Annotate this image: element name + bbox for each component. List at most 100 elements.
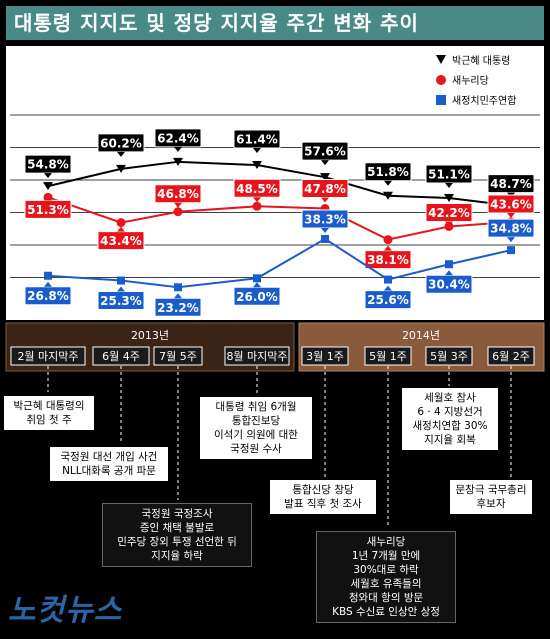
point-marker xyxy=(445,260,453,269)
data-label: 48.7% xyxy=(487,174,535,198)
week-label: 8월 마지막주 xyxy=(226,350,287,363)
data-label-pointer xyxy=(321,197,329,203)
legend-marker-triangle-icon xyxy=(436,55,446,64)
point-marker xyxy=(173,207,183,217)
data-label-pointer xyxy=(174,202,182,208)
data-label-text: 30.4% xyxy=(428,278,470,292)
data-label: 23.2% xyxy=(154,293,202,317)
week-label: 2월 마지막주 xyxy=(17,350,78,363)
week-label: 7월 5주 xyxy=(159,350,197,363)
data-label-text: 43.4% xyxy=(100,234,142,248)
point-marker xyxy=(444,193,454,202)
data-label: 51.1% xyxy=(425,164,473,188)
data-label: 25.3% xyxy=(97,286,145,311)
data-label-text: 38.1% xyxy=(367,253,409,267)
period-label: 2013년 xyxy=(131,329,169,342)
data-label-text: 51.1% xyxy=(428,167,470,181)
week-chip xyxy=(487,346,535,366)
data-label: 43.4% xyxy=(97,226,145,251)
data-label: 38.3% xyxy=(301,209,349,233)
series-line-1 xyxy=(47,196,512,241)
data-label: 43.6% xyxy=(487,194,535,218)
data-label: 34.8% xyxy=(487,218,535,243)
data-label-pointer xyxy=(507,212,515,218)
data-label-text: 43.6% xyxy=(490,197,532,211)
data-label-pointer xyxy=(253,197,261,203)
legend-marker-circle-icon xyxy=(436,75,446,85)
legend-label: 새정치민주연합 xyxy=(452,95,516,107)
point-marker xyxy=(253,274,261,283)
data-label-text: 26.0% xyxy=(236,290,278,304)
week-label: 3월 1주 xyxy=(306,350,344,363)
data-label-text: 25.6% xyxy=(367,293,409,307)
data-label-pointer xyxy=(117,286,125,292)
data-label-pointer xyxy=(507,237,515,243)
point-marker xyxy=(252,201,262,211)
data-label-text: 34.8% xyxy=(490,222,532,236)
data-label-text: 38.3% xyxy=(304,212,346,226)
point-marker xyxy=(44,271,52,280)
page-title: 대통령 지지도 및 정당 지지율 주간 변화 추이 xyxy=(6,6,544,40)
data-label: 57.6% xyxy=(301,141,349,166)
week-chip xyxy=(10,346,86,366)
data-label: 60.2% xyxy=(97,133,145,157)
data-label-pointer xyxy=(445,182,453,188)
week-chip xyxy=(92,346,150,366)
data-label-text: 57.6% xyxy=(304,145,346,159)
data-label: 25.6% xyxy=(364,285,412,310)
period-label: 2014년 xyxy=(402,329,440,342)
data-label-text: 51.8% xyxy=(367,165,409,179)
point-marker xyxy=(174,283,182,292)
data-label: 42.2% xyxy=(425,202,473,227)
data-label: 26.0% xyxy=(233,282,281,306)
point-marker xyxy=(116,164,126,173)
data-label: 47.8% xyxy=(301,179,349,203)
data-label: 38.1% xyxy=(364,245,412,270)
week-chip xyxy=(224,346,290,366)
legend-label: 박근혜 대통령 xyxy=(452,55,510,67)
week-label: 5월 1주 xyxy=(369,350,407,363)
data-label: 46.8% xyxy=(154,184,202,208)
data-label-text: 46.8% xyxy=(157,187,199,201)
week-label: 5월 3주 xyxy=(430,350,468,363)
data-label-pointer xyxy=(44,195,52,201)
point-marker xyxy=(116,218,126,228)
week-chip xyxy=(425,346,473,366)
data-label-pointer xyxy=(44,173,52,179)
data-label-text: 48.7% xyxy=(490,177,532,191)
legend-label: 새누리당 xyxy=(452,75,489,87)
legend-marker-square-icon xyxy=(436,95,446,105)
week-label: 6월 2주 xyxy=(492,350,530,363)
data-label-pointer xyxy=(174,146,182,152)
legend-box xyxy=(428,48,542,114)
data-label-text: 51.3% xyxy=(27,203,69,217)
data-label-pointer xyxy=(321,227,329,233)
point-marker xyxy=(252,161,262,170)
data-label-text: 25.3% xyxy=(100,294,142,308)
point-marker xyxy=(507,246,515,255)
point-marker xyxy=(321,234,329,243)
data-label-text: 26.8% xyxy=(27,289,69,303)
data-label-pointer xyxy=(384,180,392,186)
data-label-text: 47.8% xyxy=(304,182,346,196)
week-chip xyxy=(301,346,349,366)
week-chip xyxy=(153,346,203,366)
data-label-pointer xyxy=(445,221,453,227)
data-label-text: 54.8% xyxy=(27,158,69,172)
data-label-text: 62.4% xyxy=(157,131,199,145)
week-label: 6월 4주 xyxy=(102,350,140,363)
data-label-pointer xyxy=(384,245,392,251)
point-marker xyxy=(117,276,125,285)
data-label-text: 60.2% xyxy=(100,136,142,150)
data-label-pointer xyxy=(253,148,261,154)
data-label-pointer xyxy=(321,160,329,166)
data-label: 48.5% xyxy=(233,178,281,203)
watermark-logo: 노컷뉴스 xyxy=(8,593,123,628)
week-chip xyxy=(364,346,412,366)
data-label: 51.3% xyxy=(24,195,72,219)
data-label-pointer xyxy=(117,226,125,232)
data-label-pointer xyxy=(253,282,261,288)
data-label: 61.4% xyxy=(233,129,281,154)
